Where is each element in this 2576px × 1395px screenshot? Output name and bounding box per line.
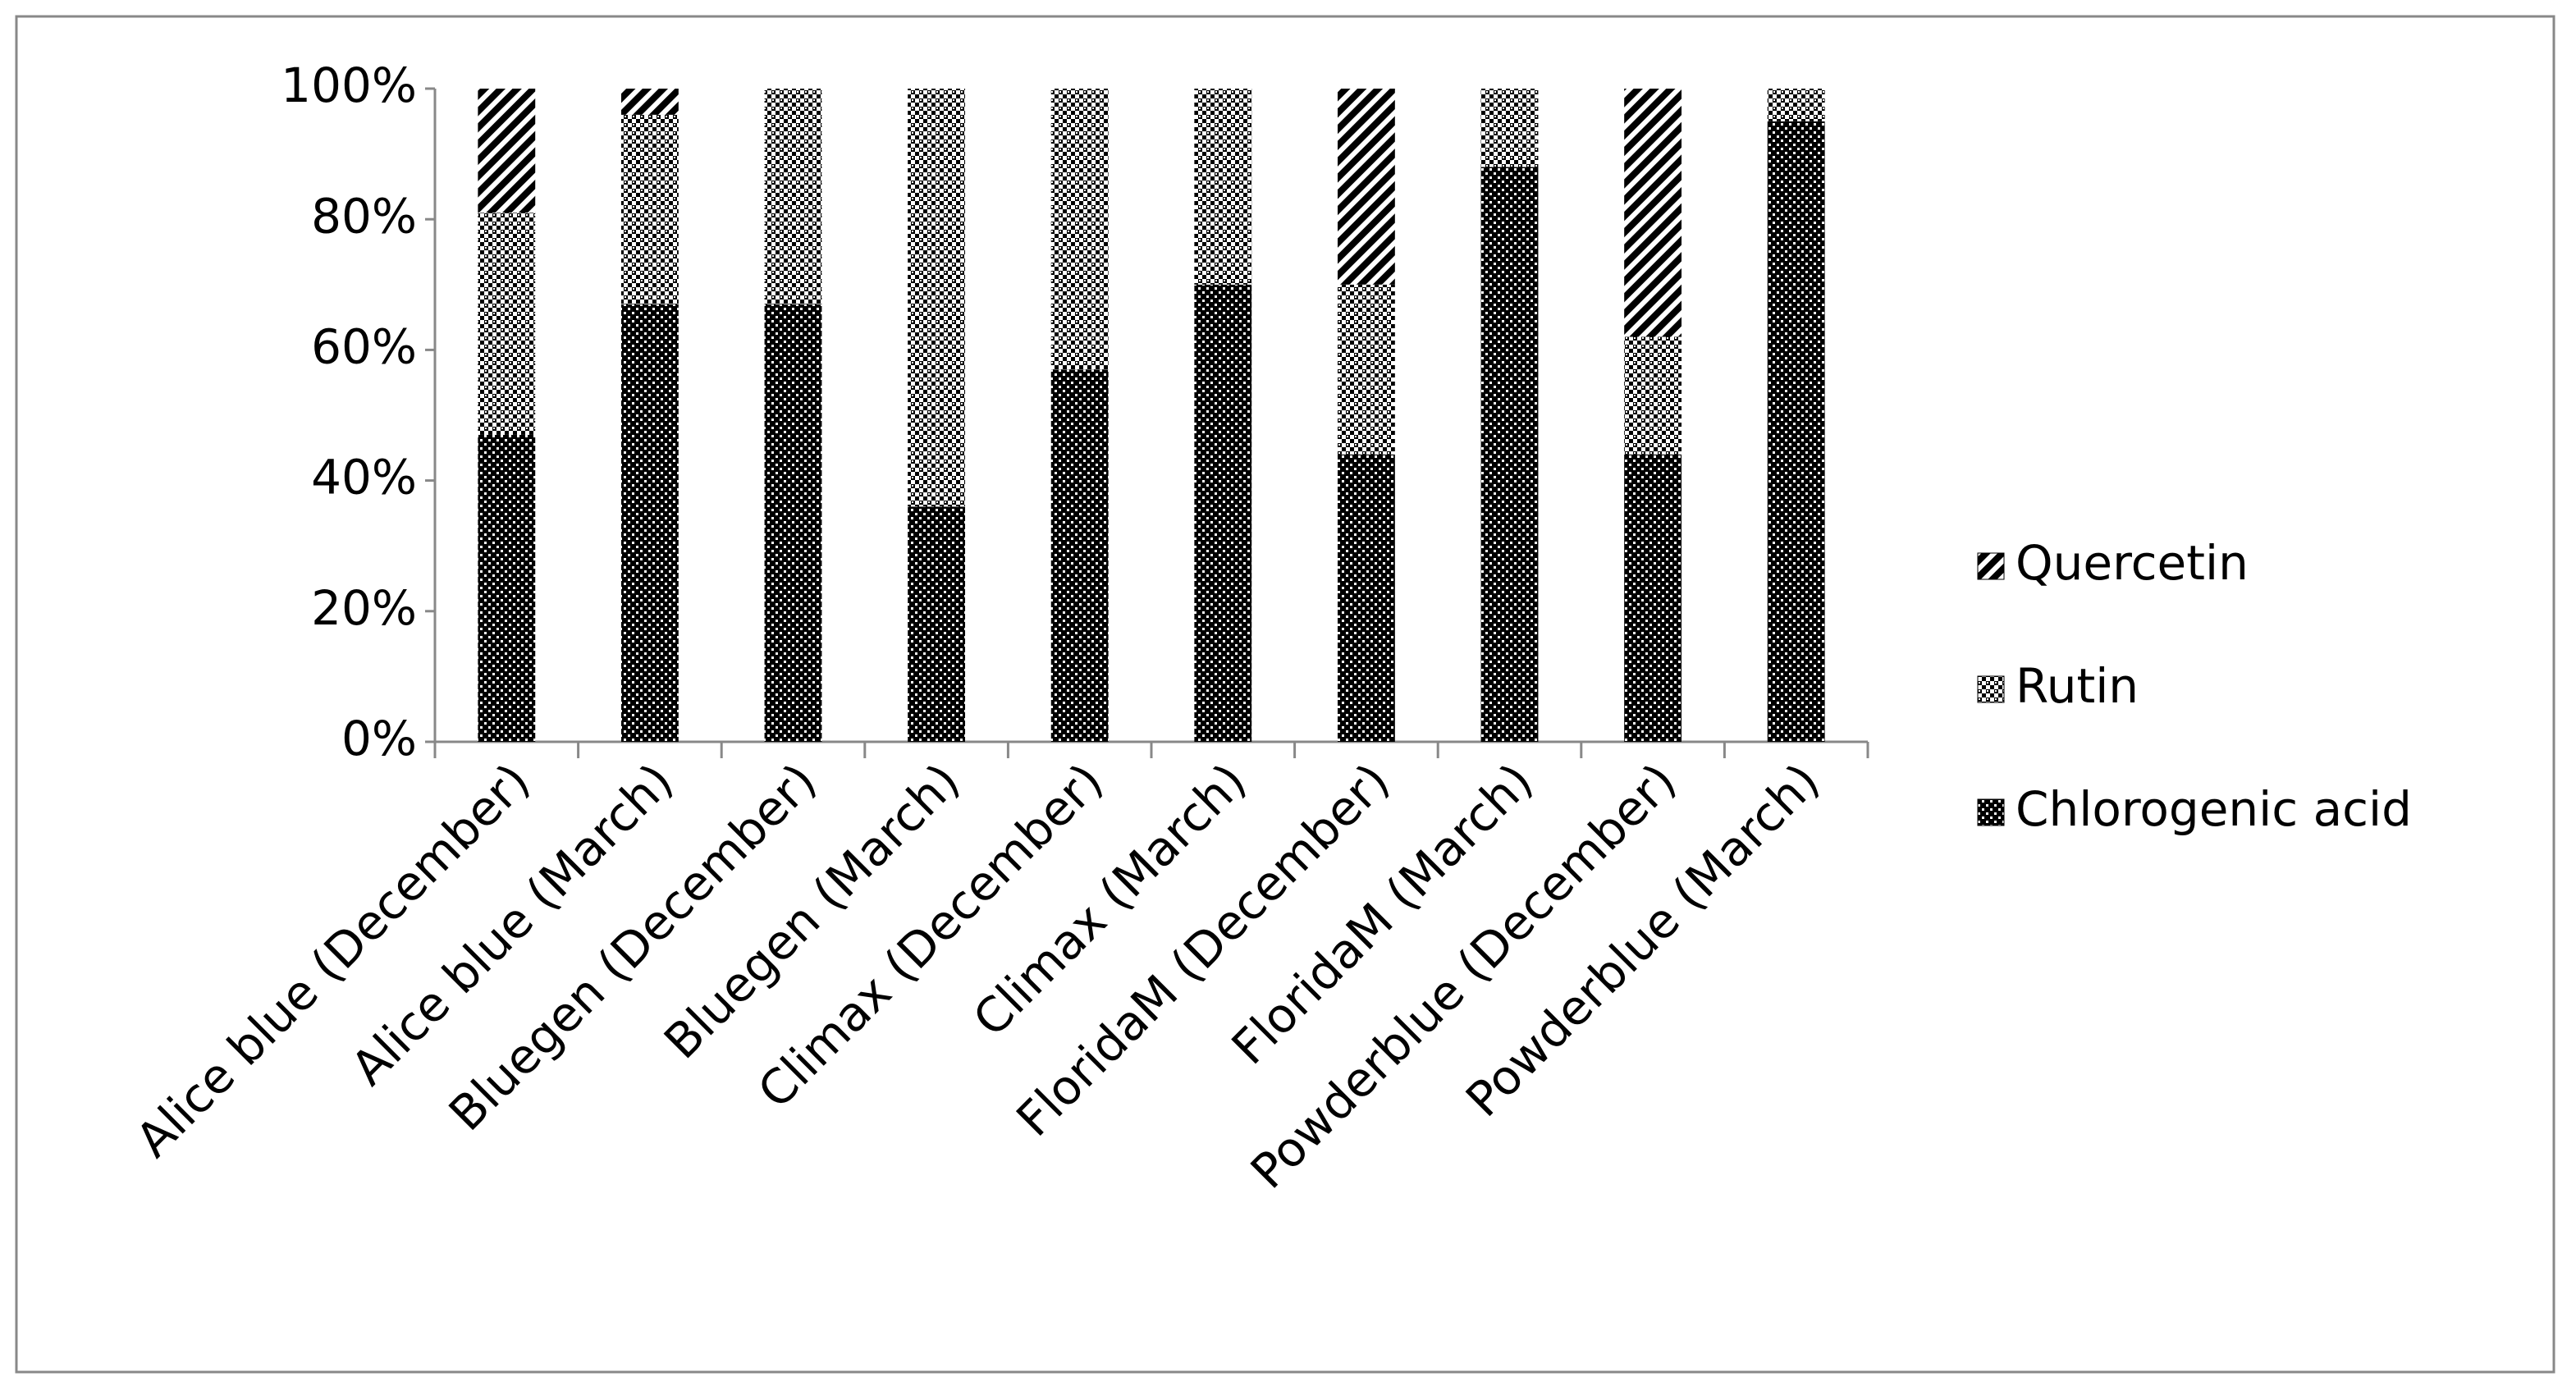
bar-segment xyxy=(478,89,536,213)
y-tick-label: 60% xyxy=(311,319,417,375)
bar-segment xyxy=(764,89,822,304)
legend-swatch xyxy=(1977,675,2005,703)
bar-segment xyxy=(1480,89,1539,167)
bar-segment xyxy=(620,304,679,742)
bar-segment xyxy=(908,89,966,507)
legend-label: Chlorogenic acid xyxy=(2016,781,2412,837)
legend-label: Rutin xyxy=(2016,658,2139,714)
bar-segment xyxy=(1480,167,1539,742)
bar-segment xyxy=(1194,89,1252,285)
y-tick-label: 0% xyxy=(341,711,417,766)
legend-swatch xyxy=(1977,552,2005,580)
bar-segment xyxy=(764,304,822,742)
bar-segment xyxy=(1050,369,1109,742)
y-tick-label: 100% xyxy=(281,57,417,113)
bar-segment xyxy=(1624,336,1682,455)
bar-segment xyxy=(1337,454,1395,742)
y-tick-label: 40% xyxy=(311,450,417,505)
y-tick-label: 80% xyxy=(311,188,417,244)
bar-segment xyxy=(1624,89,1682,337)
bar-segment xyxy=(620,89,679,115)
bar-segment xyxy=(478,213,536,435)
legend-label: Quercetin xyxy=(2016,535,2249,591)
bar-segment xyxy=(1767,89,1825,121)
legend-swatch xyxy=(1977,798,2005,826)
bar-segment xyxy=(1050,89,1109,370)
bar-segment xyxy=(1194,284,1252,742)
bar-segment xyxy=(1767,121,1825,743)
bar-segment xyxy=(1624,454,1682,742)
bar-segment xyxy=(1337,284,1395,455)
frame xyxy=(15,15,2555,1374)
bar-segment xyxy=(1337,89,1395,285)
bar-segment xyxy=(620,114,679,304)
bar-segment xyxy=(908,506,966,742)
y-tick-label: 20% xyxy=(311,580,417,636)
bar-segment xyxy=(478,434,536,742)
